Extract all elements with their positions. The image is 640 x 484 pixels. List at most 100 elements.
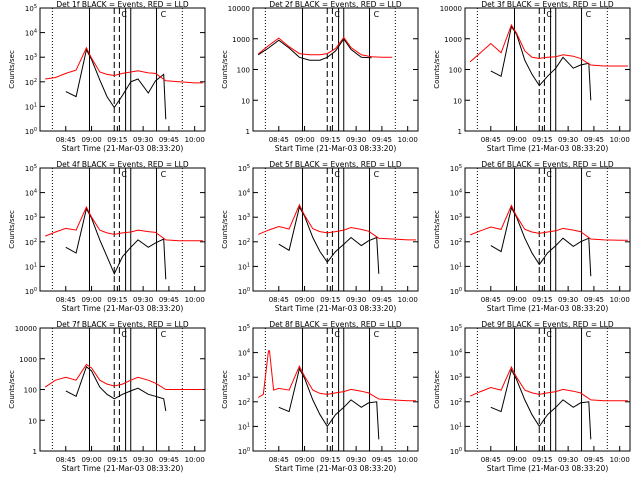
y-tick-label: 102 — [450, 398, 462, 407]
x-tick-label: 09:15 — [320, 296, 340, 304]
marker-label: C — [121, 10, 127, 19]
x-tick-label: 09:00 — [81, 456, 101, 464]
plot-frame — [252, 327, 419, 452]
x-axis-label: Start Time (21-Mar-03 08:33:20) — [275, 464, 397, 473]
lld-series-line — [257, 350, 416, 402]
x-tick-label: 10:00 — [185, 296, 205, 304]
y-tick-label: 104 — [238, 189, 250, 198]
x-tick-label: 09:30 — [558, 296, 578, 304]
events-series-line — [257, 37, 372, 61]
x-tick-label: 08:45 — [481, 136, 501, 144]
x-axis-label: Start Time (21-Mar-03 08:33:20) — [275, 144, 397, 153]
x-tick-label: 09:00 — [81, 296, 101, 304]
x-axis-label: Start Time (21-Mar-03 08:33:20) — [62, 464, 184, 473]
marker-label: C — [374, 330, 380, 339]
y-tick-label: 102 — [238, 238, 250, 247]
events-series-line — [278, 367, 380, 440]
x-tick-label: 09:15 — [532, 456, 552, 464]
x-axis-label: Start Time (21-Mar-03 08:33:20) — [487, 464, 609, 473]
marker-label: C — [334, 330, 340, 339]
x-axis-label: Start Time (21-Mar-03 08:33:20) — [62, 144, 184, 153]
x-tick-label: 09:45 — [584, 136, 604, 144]
events-series-line — [65, 207, 167, 280]
x-tick-label: 09:45 — [584, 456, 604, 464]
x-tick-label: 09:00 — [506, 136, 526, 144]
y-axis-label: Counts/sec — [221, 210, 229, 249]
marker-label: C — [334, 10, 340, 19]
marker-label: C — [586, 330, 592, 339]
x-tick-label: 10:00 — [398, 456, 418, 464]
y-tick-label: 100 — [449, 67, 462, 75]
y-tick-label: 100 — [450, 287, 462, 296]
y-tick-label: 105 — [238, 324, 250, 333]
y-tick-label: 102 — [25, 78, 37, 87]
x-tick-label: 08:45 — [481, 296, 501, 304]
y-tick-label: 10000 — [440, 5, 462, 13]
x-tick-label: 09:45 — [372, 456, 392, 464]
y-tick-label: 104 — [25, 189, 37, 198]
x-tick-label: 09:45 — [159, 456, 179, 464]
y-axis-label: Counts/sec — [221, 50, 229, 89]
y-tick-label: 103 — [25, 53, 37, 62]
y-axis-label: Counts/sec — [433, 50, 441, 89]
y-tick-label: 102 — [450, 238, 462, 247]
y-axis-label: Counts/sec — [433, 210, 441, 249]
y-tick-label: 100 — [238, 447, 250, 456]
x-tick-label: 09:45 — [372, 296, 392, 304]
plot-frame — [464, 167, 631, 292]
y-tick-label: 101 — [238, 422, 250, 431]
lld-series-line — [469, 365, 628, 402]
x-tick-label: 10:00 — [610, 456, 630, 464]
panel-2: C C 1 10 100 1000 10000 08:45 09:00 09:15 09:30 09:… — [221, 0, 419, 153]
panel-1: C C 100 101 102 103 104 105 08:45 09:00 09:15 09:30… — [8, 0, 206, 153]
marker-label: C — [374, 10, 380, 19]
marker-label: C — [161, 170, 167, 179]
y-tick-label: 101 — [25, 102, 37, 111]
x-tick-label: 09:15 — [107, 296, 127, 304]
marker-label: C — [546, 170, 552, 179]
panel-title: Det 9f BLACK = Events, RED = LLD — [481, 320, 614, 329]
x-tick-label: 09:45 — [159, 296, 179, 304]
lld-series-line — [257, 36, 393, 58]
x-tick-label: 10:00 — [185, 136, 205, 144]
marker-label: C — [586, 170, 592, 179]
y-tick-label: 103 — [450, 213, 462, 222]
y-tick-label: 104 — [450, 349, 462, 358]
x-tick-label: 10:00 — [398, 296, 418, 304]
y-tick-label: 10000 — [228, 5, 250, 13]
x-tick-label: 10:00 — [398, 136, 418, 144]
panel-title: Det 6f BLACK = Events, RED = LLD — [481, 160, 614, 169]
panel-title: Det 5f BLACK = Events, RED = LLD — [269, 160, 402, 169]
x-tick-label: 09:15 — [107, 136, 127, 144]
x-tick-label: 09:00 — [294, 296, 314, 304]
x-tick-label: 09:15 — [107, 456, 127, 464]
x-axis-label: Start Time (21-Mar-03 08:33:20) — [487, 144, 609, 153]
y-tick-label: 10000 — [15, 325, 37, 333]
y-tick-label: 105 — [25, 4, 37, 13]
marker-label: C — [121, 170, 127, 179]
lld-series-line — [470, 204, 628, 241]
y-tick-label: 101 — [25, 262, 37, 271]
x-tick-label: 09:15 — [320, 136, 340, 144]
x-axis-label: Start Time (21-Mar-03 08:33:20) — [487, 304, 609, 313]
x-tick-label: 08:45 — [269, 136, 289, 144]
plot-frame — [39, 7, 206, 132]
panel-title: Det 8f BLACK = Events, RED = LLD — [269, 320, 402, 329]
marker-label: C — [161, 10, 167, 19]
events-series-line — [490, 25, 592, 101]
y-tick-label: 103 — [25, 213, 37, 222]
x-tick-label: 09:45 — [159, 136, 179, 144]
panel-title: Det 3f BLACK = Events, RED = LLD — [481, 0, 614, 9]
y-tick-label: 104 — [450, 189, 462, 198]
panel-6: C C 100 101 102 103 104 105 08:45 09:00 09:15 09:30… — [433, 160, 631, 313]
y-tick-label: 10 — [453, 97, 462, 105]
y-tick-label: 101 — [238, 262, 250, 271]
panel-5: C C 100 101 102 103 104 105 08:45 09:00 09:15 09:30… — [221, 160, 419, 313]
events-series-line — [278, 205, 380, 274]
panel-title: Det 4f BLACK = Events, RED = LLD — [56, 160, 189, 169]
y-tick-label: 102 — [238, 398, 250, 407]
x-tick-label: 09:30 — [558, 136, 578, 144]
x-tick-label: 09:30 — [133, 296, 153, 304]
